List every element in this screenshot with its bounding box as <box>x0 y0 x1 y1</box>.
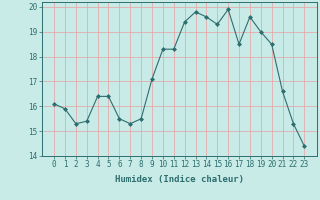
X-axis label: Humidex (Indice chaleur): Humidex (Indice chaleur) <box>115 175 244 184</box>
